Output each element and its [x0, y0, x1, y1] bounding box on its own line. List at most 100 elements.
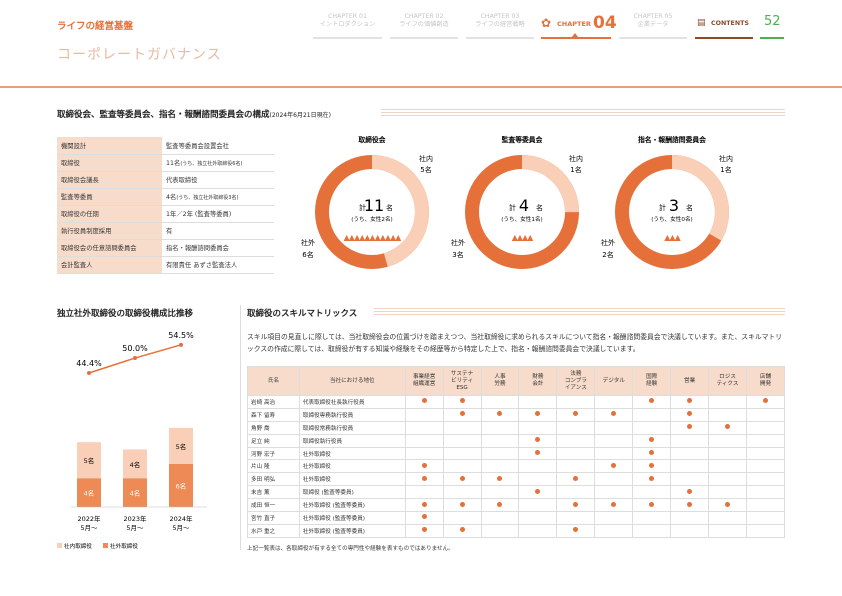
skill-cell — [480, 420, 520, 435]
nav-chapter-02[interactable]: CHAPTER 02 ライフの価値創造 — [390, 13, 458, 39]
director-name: 森下 留寿 — [247, 407, 300, 422]
skill-header-line: 経験 — [646, 381, 658, 387]
board-date: (2024年6月21日現在) — [269, 112, 331, 119]
skill-cell — [632, 446, 672, 461]
donut-inside-arc — [615, 155, 729, 269]
skill-dot-icon — [573, 501, 579, 507]
ratio-bar-chart: 4名5名2022年5月～4名4名2023年5月～6名5名2024年5月～44.4… — [57, 331, 207, 550]
bar-inside-label: 5名 — [84, 456, 95, 465]
donut-inside-label: 社内 — [569, 154, 583, 163]
skill-cell — [480, 407, 520, 422]
skill-dot-icon — [649, 437, 655, 443]
skill-header-line: 営業 — [684, 377, 696, 384]
skill-cell — [518, 472, 558, 487]
skill-cell — [404, 459, 444, 474]
skill-dot-icon — [573, 527, 579, 533]
skill-cell — [480, 446, 520, 461]
header-divider — [0, 86, 842, 88]
people-icon: ▲▲▲▲ — [512, 233, 534, 242]
skill-dot-icon — [687, 488, 693, 494]
nav-chapter-num: CHAPTER 03 — [480, 13, 520, 20]
spec-value-main: 4名 — [166, 194, 177, 201]
board-section-title: 取締役会、監査等委員会、指名・報酬諮問委員会の構成(2024年6月21日現在) — [57, 108, 331, 120]
spec-value: 代表取締役 — [162, 171, 274, 189]
nav-chapter-label: イントロダクション — [319, 21, 376, 28]
skill-cell — [404, 433, 444, 448]
bar-inside-label: 4名 — [130, 460, 141, 469]
x-tick-label: 5月～ — [172, 524, 190, 532]
skill-dot-icon — [649, 450, 655, 455]
skill-cell — [594, 395, 634, 409]
spec-value-main: 指名・報酬諮問委員会 — [166, 245, 229, 252]
director-position: 取締役執行役員 — [298, 433, 406, 448]
table-row: 末吉 薫取締役 (監査等委員) — [247, 485, 786, 500]
skill-cell — [556, 446, 596, 461]
skill-cell — [632, 407, 672, 422]
donut-total-prefix: 計 — [509, 203, 516, 212]
table-row: 多田 明弘 社外取締役 — [247, 472, 786, 487]
skill-column-header: デジタル — [594, 366, 634, 396]
director-position: 社外取締役 — [298, 459, 406, 474]
skill-dot-icon — [497, 475, 503, 481]
nav-chapter-03[interactable]: CHAPTER 03 ライフの経営戦略 — [466, 13, 534, 39]
skill-cell — [480, 511, 520, 525]
spec-value-main: 有 — [166, 228, 173, 235]
donut-outside-label: 社外 — [301, 238, 315, 247]
director-name: 成田 恒一 — [247, 498, 300, 513]
skill-cell — [442, 472, 482, 487]
nav-chapter-num: CHAPTER 01 — [328, 13, 367, 20]
donut-women: (うち、女性1名) — [501, 215, 543, 223]
skill-dot-icon — [649, 501, 655, 507]
skill-dot-icon — [611, 501, 617, 507]
skill-header-line: デジタル — [602, 377, 625, 384]
nav-chapter-label: ライフの価値創造 — [399, 21, 449, 28]
skill-cell — [632, 459, 672, 474]
skill-header-line: 国際 — [646, 374, 658, 380]
spec-value-main: 有限責任 あずさ監査法人 — [166, 262, 238, 269]
skill-cell — [632, 395, 672, 409]
people-icon: ▲▲▲▲▲▲▲▲▲▲▲ — [344, 233, 403, 242]
skill-cell — [556, 433, 596, 448]
director-position: 社外取締役 (監査等委員) — [298, 523, 406, 538]
nav-chapter-05[interactable]: CHAPTER 05 企業データ — [619, 13, 687, 39]
skill-dot-icon — [762, 398, 768, 404]
nav-chapter-01[interactable]: CHAPTER 01 イントロダクション — [313, 13, 382, 39]
donut-inside-label: 社内 — [419, 154, 433, 163]
contents-link[interactable]: ▤ CONTENTS — [695, 13, 753, 39]
director-position: 取締役専務執行役員 — [298, 407, 406, 422]
skill-cell — [404, 446, 444, 461]
skill-cell — [404, 485, 444, 500]
skill-cell — [480, 472, 520, 487]
skill-cell — [708, 407, 747, 422]
skill-cell — [670, 420, 710, 435]
director-position: 社外取締役 (監査等委員) — [298, 498, 406, 513]
skill-cell — [442, 446, 482, 461]
skill-dot-icon — [535, 450, 541, 455]
skill-dot-icon — [421, 501, 427, 507]
director-name: 片山 隆 — [247, 459, 300, 474]
nav-chapter-04-active[interactable]: ✿ CHAPTER 04 — [541, 13, 617, 39]
spec-key: 監査等委員 — [57, 188, 162, 206]
bar-inside — [169, 427, 193, 464]
skill-cell — [670, 395, 710, 409]
skill-cell — [745, 446, 786, 461]
ratio-label: 44.4% — [76, 359, 102, 368]
skill-cell — [670, 433, 710, 448]
skill-cell — [670, 523, 710, 538]
donut-total: 4 — [519, 196, 529, 215]
spec-value-main: 11名 — [166, 160, 181, 167]
skill-header-line: 人事 — [494, 374, 506, 380]
skill-cell — [632, 511, 672, 525]
donut-total: 3 — [669, 196, 679, 215]
ratio-point — [87, 371, 91, 375]
donut-total-prefix: 計 — [659, 203, 666, 212]
skill-cell — [404, 523, 444, 538]
skill-dot-icon — [421, 527, 427, 533]
skill-cell — [745, 472, 786, 487]
skill-cell — [556, 472, 596, 487]
bar-outside-label: 4名 — [84, 489, 95, 498]
ratio-chart-title: 独立社外取締役の取締役構成比推移 — [57, 309, 194, 319]
flower-icon: ✿ — [541, 16, 552, 30]
skill-dot-icon — [725, 501, 731, 507]
